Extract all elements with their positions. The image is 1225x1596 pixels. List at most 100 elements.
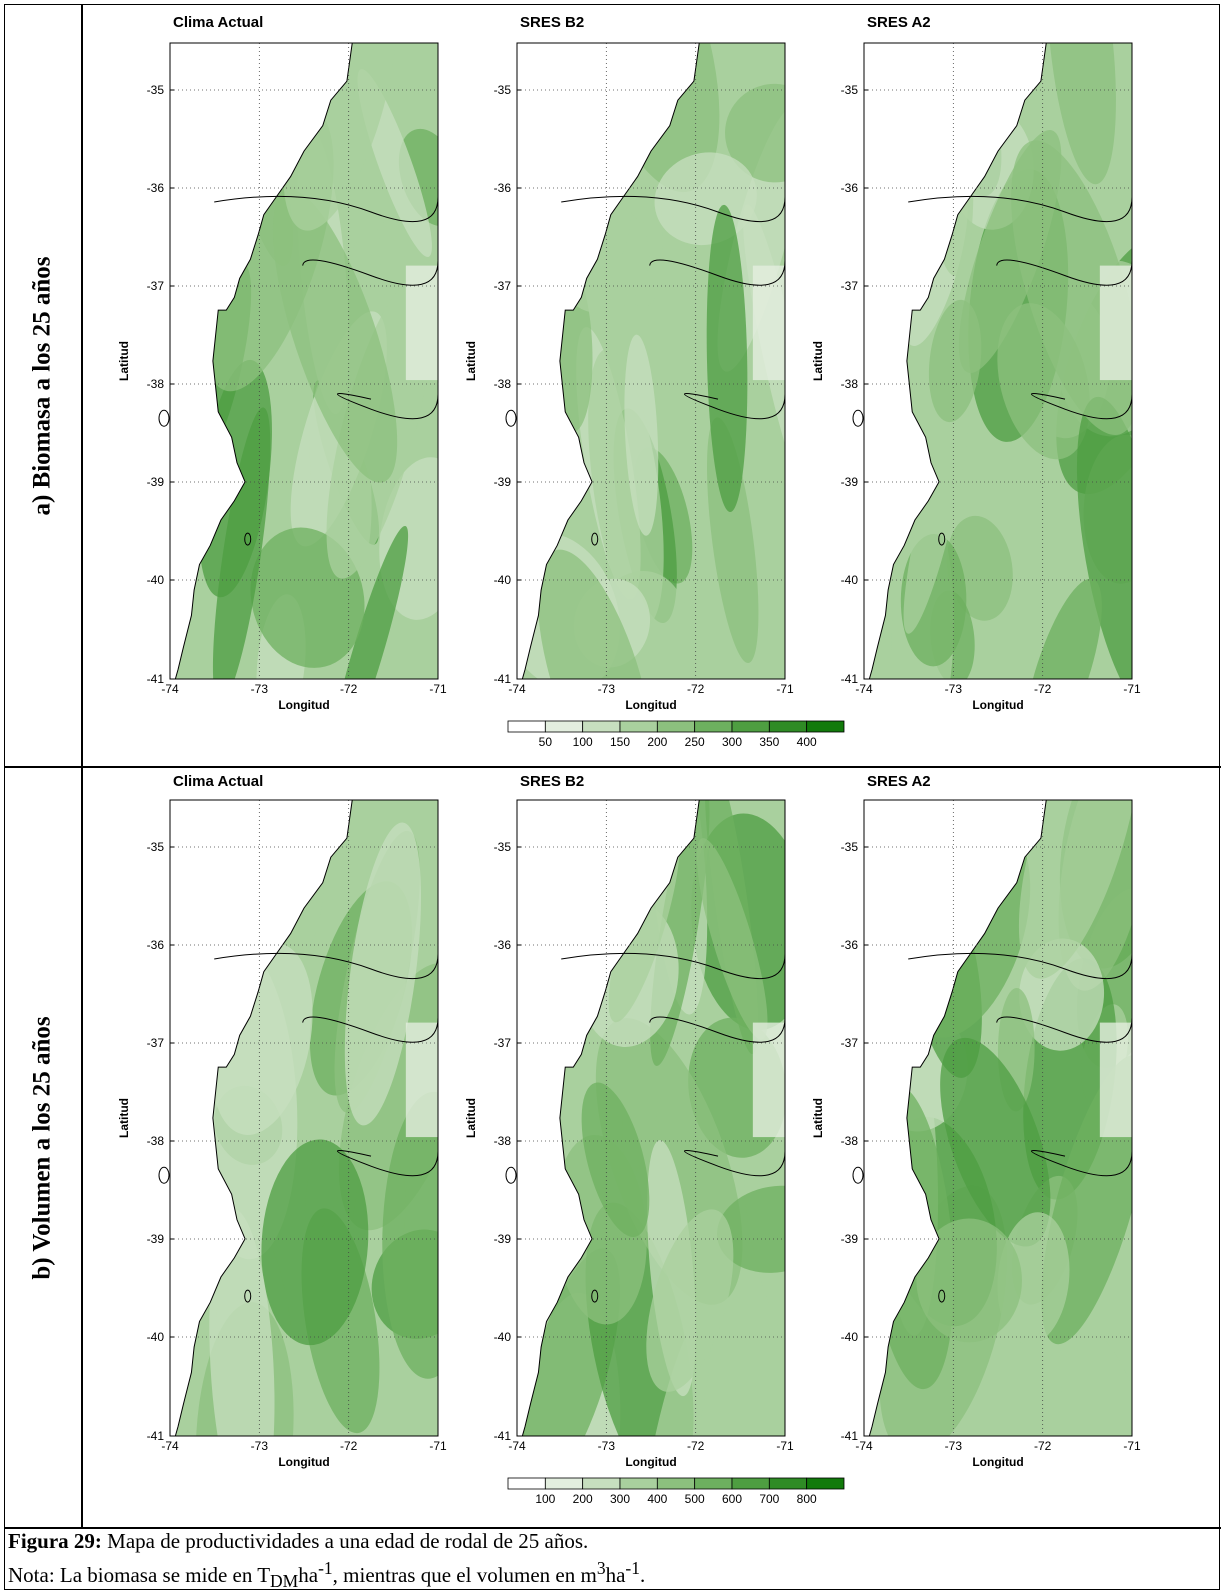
x-tick-label: -71 <box>429 682 447 696</box>
y-tick-label: -40 <box>147 1330 165 1344</box>
productivity-zone <box>997 1212 1070 1345</box>
caption-note: Nota: La biomasa se mide en T <box>8 1563 271 1587</box>
x-tick-label: -73 <box>945 1439 963 1453</box>
colorbar-swatch <box>694 1477 733 1490</box>
region-border <box>908 952 1133 980</box>
y-tick-label: -41 <box>147 672 165 686</box>
colorbar-tick-label: 100 <box>573 735 593 749</box>
colorbar-swatch <box>619 720 658 733</box>
productivity-zone <box>382 1091 439 1379</box>
productivity-zone <box>1076 396 1133 679</box>
colorbar-swatch <box>619 1477 658 1490</box>
x-tick-label: -74 <box>855 1439 873 1453</box>
y-tick-label: -37 <box>841 279 859 293</box>
y-tick-label: -39 <box>147 475 165 489</box>
productivity-zone <box>958 130 1062 373</box>
coastline <box>868 42 1047 680</box>
colorbar-tick-label: 200 <box>647 735 667 749</box>
productivity-zone <box>916 1218 1022 1343</box>
productivity-zone <box>752 1022 785 1138</box>
colorbar-tick-label: 400 <box>797 735 817 749</box>
region-border <box>561 952 786 980</box>
productivity-zone <box>924 46 974 277</box>
region-border <box>214 195 439 223</box>
productivity-zone <box>717 1185 786 1273</box>
caption-sup: -1 <box>625 1558 640 1578</box>
map-title: Clima Actual <box>173 773 264 790</box>
colorbar-tick-label: 200 <box>573 1492 593 1506</box>
productivity-zone <box>209 1209 275 1436</box>
productivity-zone <box>752 265 785 381</box>
y-tick-label: -39 <box>841 1232 859 1246</box>
colorbar: 50 100 150 200 250 300 350 400 <box>507 720 845 749</box>
region-border <box>684 1150 786 1177</box>
caption-unit: ha <box>298 1563 319 1587</box>
productivity-zone <box>646 1209 734 1392</box>
productivity-zone <box>1099 265 1132 381</box>
productivity-zone <box>261 1139 369 1346</box>
island <box>505 409 517 427</box>
map-title: SRES A2 <box>867 773 931 790</box>
map-panel: -35 -36 -37 -38 -39 -40 -41-74 -73 -72 -71 Latitud… <box>117 799 447 1469</box>
y-tick-label: -40 <box>841 1330 859 1344</box>
productivity-zone <box>534 874 583 1018</box>
region-border <box>214 952 439 980</box>
y-tick-label: -39 <box>494 1232 512 1246</box>
x-tick-label: -74 <box>508 1439 526 1453</box>
x-axis-label: Longitud <box>278 698 329 712</box>
map-panel: -35 -36 -37 -38 -39 -40 -41-74 -73 -72 -71 Latitud… <box>464 42 794 712</box>
y-tick-label: -36 <box>494 181 512 195</box>
plot-frame <box>863 42 1133 680</box>
row-label-a: a) Biomasa a los 25 años <box>5 5 81 766</box>
productivity-zone <box>696 838 768 1040</box>
y-tick-label: -37 <box>147 1036 165 1050</box>
productivity-zone <box>344 822 422 1126</box>
x-axis-label: Longitud <box>278 1455 329 1469</box>
colorbar-swatch <box>507 720 546 733</box>
row-label-b-text: b) Volumen a los 25 años <box>29 1015 56 1280</box>
colorbar: 100 200 300 400 500 600 700 800 <box>507 1477 845 1506</box>
row-label-a-text: a) Biomasa a los 25 años <box>29 255 56 516</box>
island <box>591 1289 599 1303</box>
colorbar-tick-label: 150 <box>610 735 630 749</box>
productivity-zone <box>1018 800 1133 979</box>
y-tick-label: -40 <box>841 573 859 587</box>
x-tick-label: -72 <box>340 1439 358 1453</box>
colorbar-tick-label: 300 <box>610 1492 630 1506</box>
productivity-zone <box>581 1082 650 1237</box>
productivity-zone <box>725 83 786 183</box>
colorbar-tick-label: 50 <box>539 735 553 749</box>
x-tick-label: -74 <box>161 682 179 696</box>
x-axis-label: Longitud <box>972 1455 1023 1469</box>
y-tick-label: -40 <box>494 1330 512 1344</box>
y-tick-label: -38 <box>147 377 165 391</box>
caption-sup: 3 <box>596 1558 606 1578</box>
colorbar-swatch <box>582 1477 621 1490</box>
plot-frame <box>169 799 439 1437</box>
y-tick-label: -35 <box>494 840 512 854</box>
map-panel: -35 -36 -37 -38 -39 -40 -41-74 -73 -72 -71 Latitud… <box>811 42 1141 712</box>
map-title: SRES A2 <box>867 14 931 31</box>
y-axis-label: Latitud <box>811 1098 825 1138</box>
region-border <box>337 1150 439 1177</box>
productivity-zone <box>903 396 969 634</box>
region-border <box>302 1016 439 1043</box>
colorbar-tick-label: 500 <box>685 1492 705 1506</box>
island <box>591 532 599 546</box>
productivity-zone <box>940 1037 1051 1247</box>
figure-frame: a) Biomasa a los 25 años b) Volumen a lo… <box>4 4 1221 1590</box>
y-tick-label: -35 <box>841 83 859 97</box>
x-tick-label: -71 <box>429 1439 447 1453</box>
y-tick-label: -36 <box>494 938 512 952</box>
figure-caption: Figura 29: Mapa de productividades a una… <box>8 1528 645 1595</box>
island <box>158 409 170 427</box>
region-border <box>1031 1150 1133 1177</box>
x-tick-label: -74 <box>855 682 873 696</box>
y-axis-label: Latitud <box>464 1098 478 1138</box>
y-tick-label: -41 <box>841 1429 859 1443</box>
x-tick-label: -73 <box>251 1439 269 1453</box>
colorbar-tick-label: 250 <box>685 735 705 749</box>
productivity-zone <box>1023 578 1102 679</box>
x-tick-label: -71 <box>776 682 794 696</box>
map-panel: -35 -36 -37 -38 -39 -40 -41-74 -73 -72 -71 Latitud… <box>811 799 1141 1469</box>
